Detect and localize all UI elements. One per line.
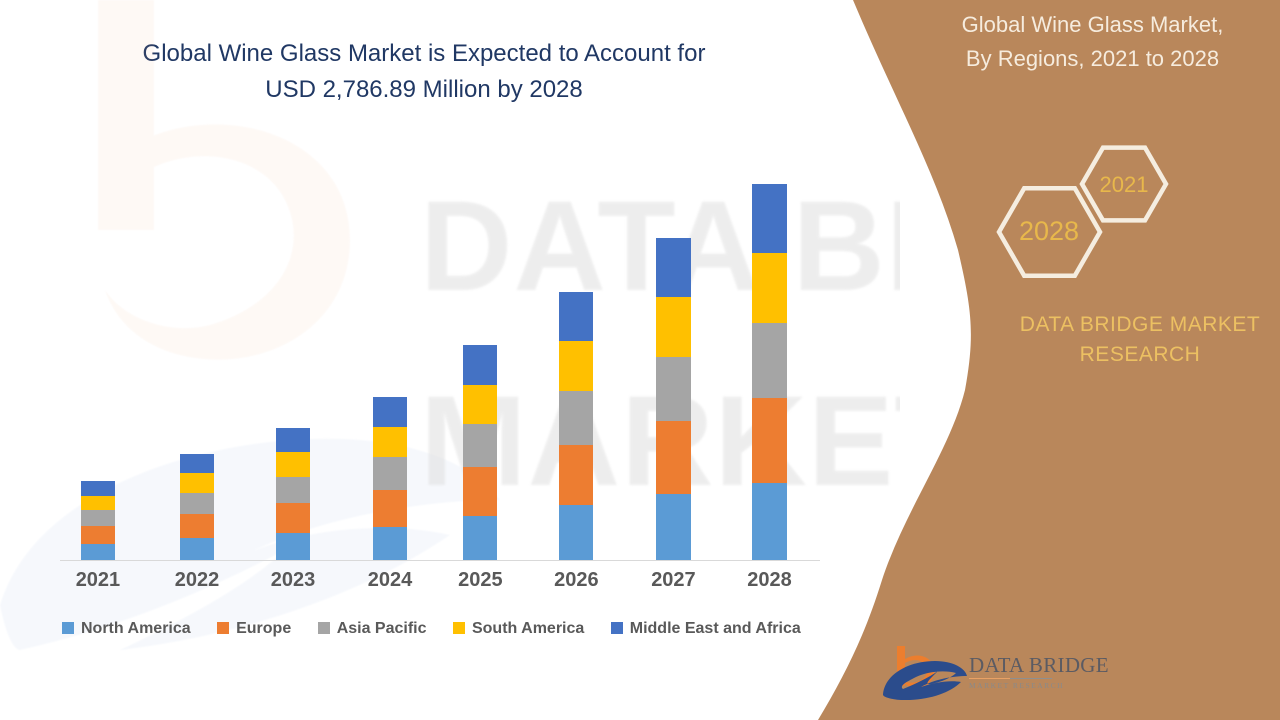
svg-text:2021: 2021 <box>1100 172 1149 197</box>
svg-text:2028: 2028 <box>1019 216 1079 246</box>
svg-text:DATA BRIDGE: DATA BRIDGE <box>969 653 1109 677</box>
svg-text:MARKET RESEARCH: MARKET RESEARCH <box>969 681 1064 690</box>
